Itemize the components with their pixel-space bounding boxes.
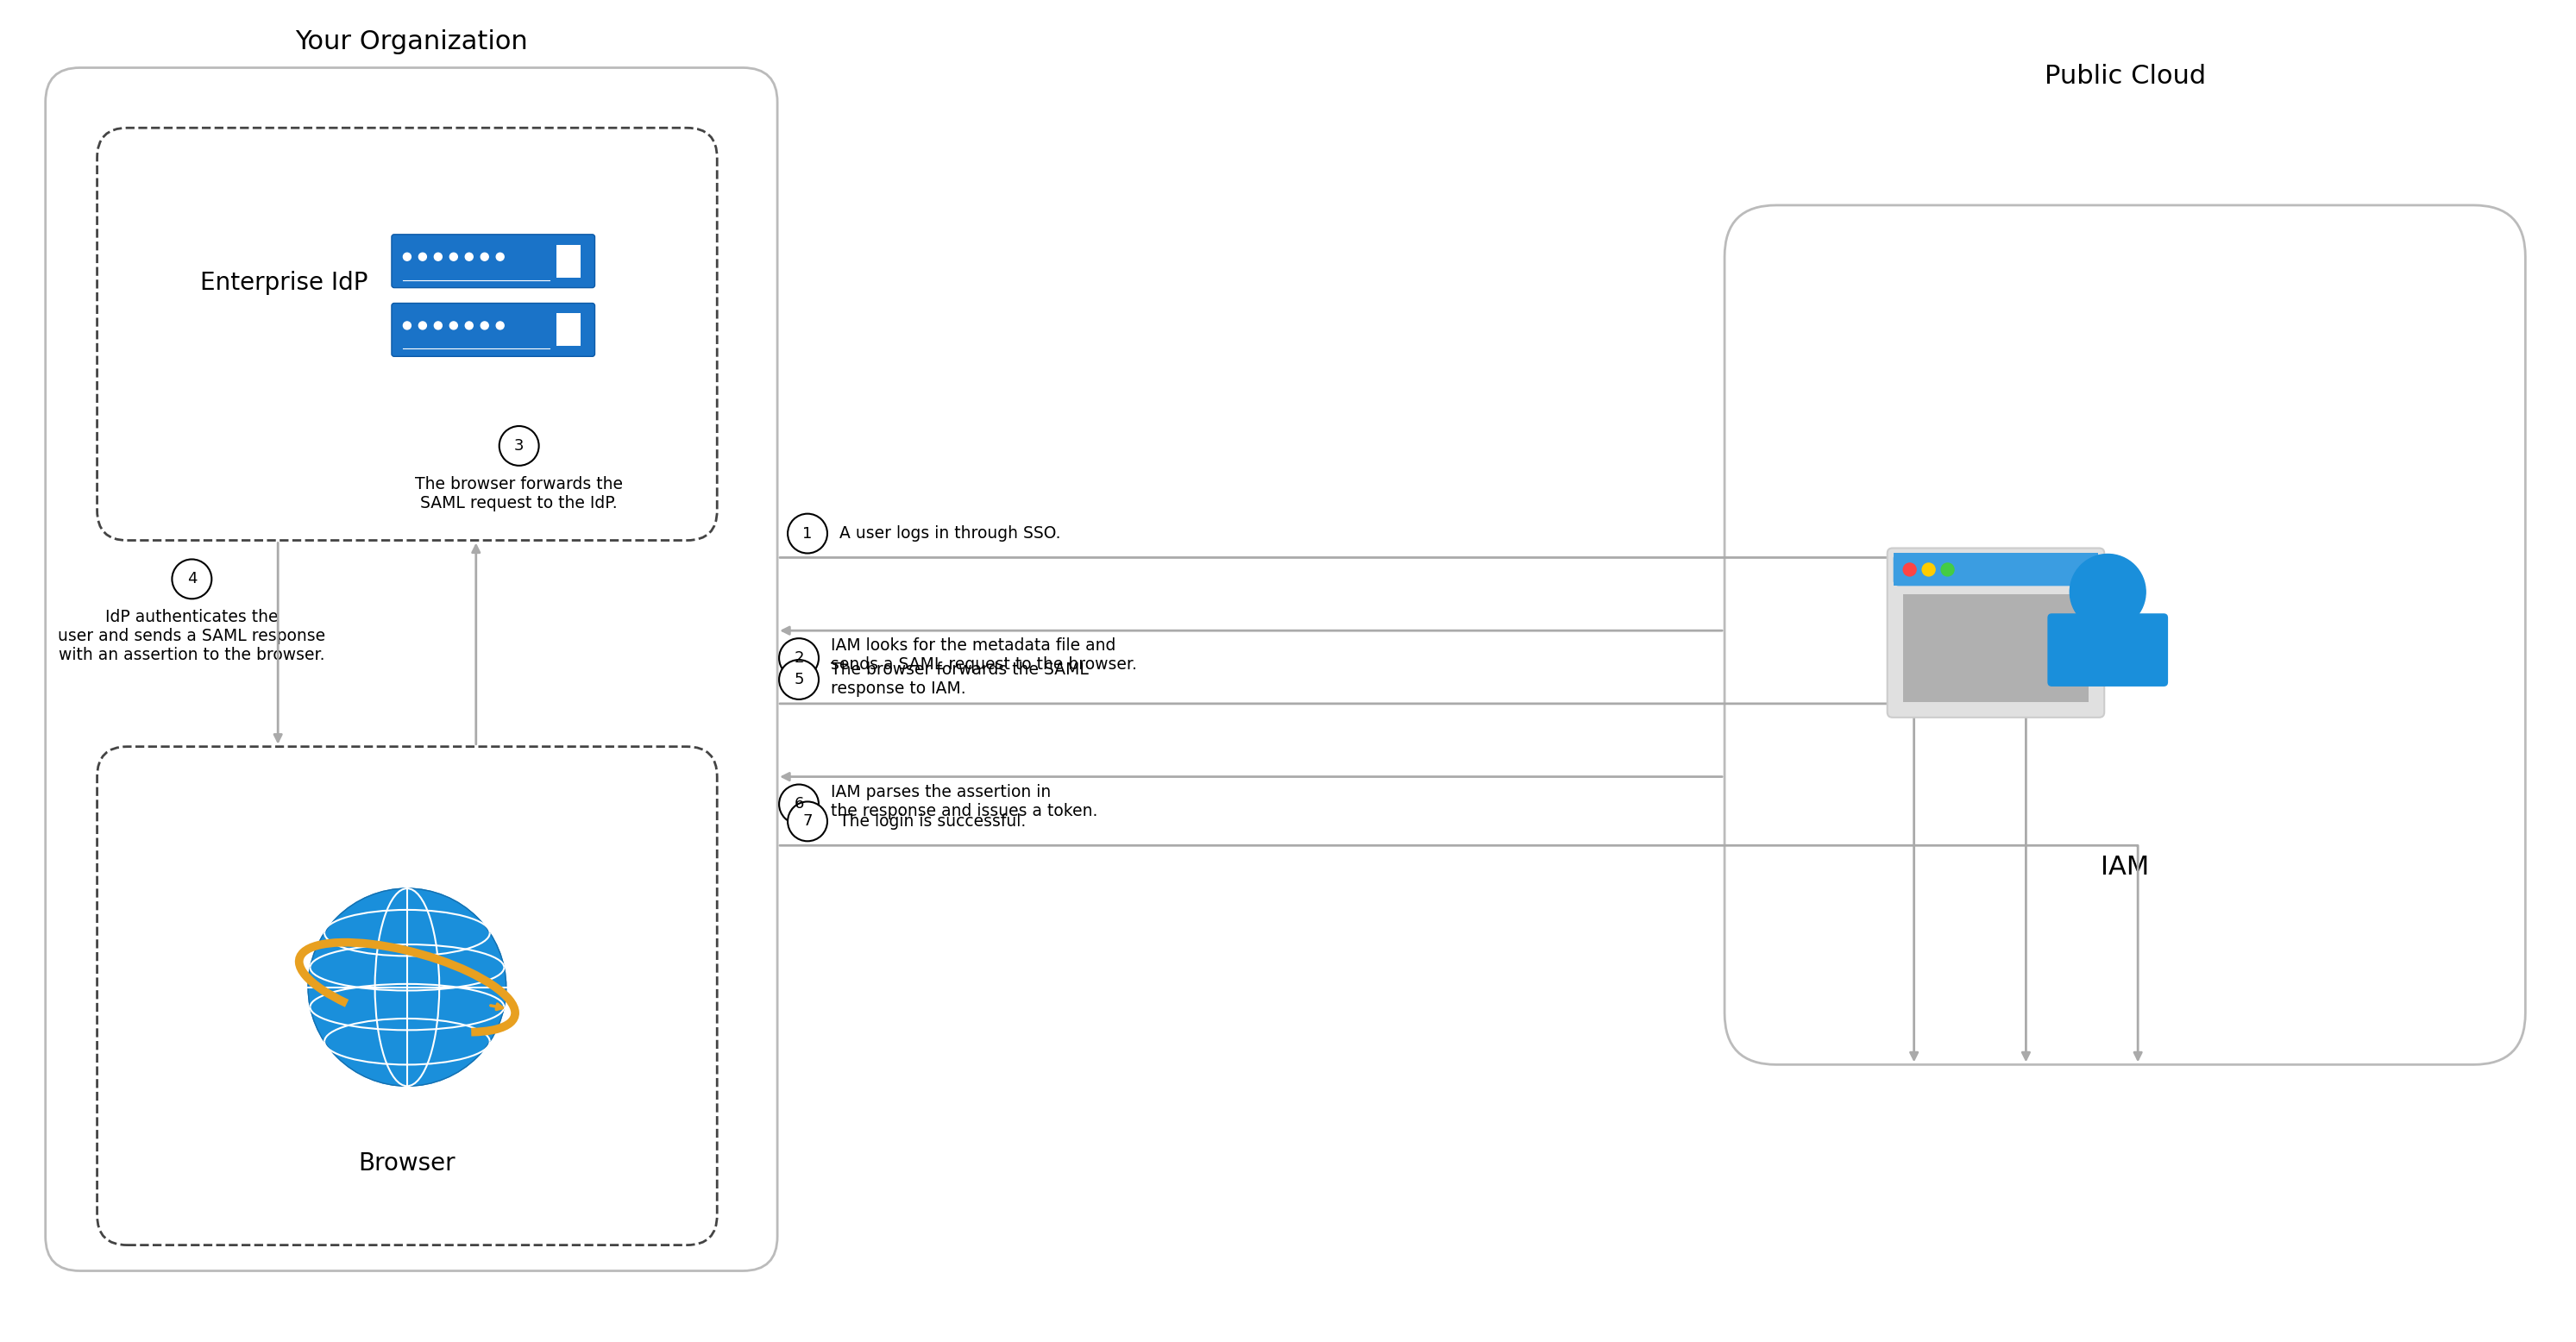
Text: 4: 4 — [188, 572, 196, 586]
Text: Enterprise IdP: Enterprise IdP — [201, 271, 368, 295]
Circle shape — [778, 785, 819, 824]
FancyBboxPatch shape — [392, 235, 595, 287]
Text: Your Organization: Your Organization — [296, 30, 528, 55]
Text: A user logs in through SSO.: A user logs in through SSO. — [840, 525, 1061, 542]
Circle shape — [482, 252, 489, 260]
Text: The login is successful.: The login is successful. — [840, 813, 1025, 829]
Text: 1: 1 — [804, 526, 811, 541]
Circle shape — [420, 252, 428, 260]
Text: 3: 3 — [515, 437, 523, 454]
Circle shape — [404, 322, 412, 329]
Text: IdP authenticates the
user and sends a SAML response
with an assertion to the br: IdP authenticates the user and sends a S… — [59, 609, 325, 663]
Circle shape — [435, 252, 443, 260]
Text: Browser: Browser — [358, 1151, 456, 1176]
Bar — [1893, 553, 2099, 586]
Circle shape — [497, 252, 505, 260]
Circle shape — [451, 252, 459, 260]
Circle shape — [420, 322, 428, 329]
Circle shape — [778, 639, 819, 678]
Circle shape — [466, 252, 474, 260]
FancyBboxPatch shape — [1888, 548, 2105, 718]
FancyBboxPatch shape — [392, 303, 595, 357]
Circle shape — [466, 322, 474, 329]
Text: 6: 6 — [793, 796, 804, 812]
Circle shape — [1942, 564, 1955, 576]
Circle shape — [404, 252, 412, 260]
Circle shape — [1922, 564, 1935, 576]
Circle shape — [2071, 554, 2146, 629]
Circle shape — [309, 888, 505, 1086]
Text: The browser forwards the SAML
response to IAM.: The browser forwards the SAML response t… — [832, 662, 1090, 698]
Text: Public Cloud: Public Cloud — [2045, 64, 2205, 89]
Text: 5: 5 — [793, 672, 804, 687]
FancyBboxPatch shape — [2048, 613, 2169, 687]
Text: IAM: IAM — [2099, 855, 2148, 879]
FancyBboxPatch shape — [46, 67, 778, 1271]
Circle shape — [778, 660, 819, 699]
Circle shape — [788, 801, 827, 841]
Text: IAM parses the assertion in
the response and issues a token.: IAM parses the assertion in the response… — [832, 784, 1097, 819]
FancyBboxPatch shape — [1723, 205, 2524, 1064]
Bar — [556, 314, 580, 346]
Circle shape — [435, 322, 443, 329]
Circle shape — [500, 425, 538, 466]
Circle shape — [1904, 564, 1917, 576]
Bar — [556, 244, 580, 278]
Text: The browser forwards the
SAML request to the IdP.: The browser forwards the SAML request to… — [415, 476, 623, 511]
Circle shape — [482, 322, 489, 329]
Circle shape — [451, 322, 459, 329]
Text: IAM looks for the metadata file and
sends a SAML request to the browser.: IAM looks for the metadata file and send… — [832, 637, 1136, 672]
Circle shape — [497, 322, 505, 329]
Text: 2: 2 — [793, 651, 804, 666]
FancyBboxPatch shape — [1893, 553, 2099, 586]
Text: 7: 7 — [804, 813, 811, 829]
Bar — [1904, 595, 2089, 702]
Circle shape — [788, 514, 827, 553]
Circle shape — [173, 560, 211, 599]
